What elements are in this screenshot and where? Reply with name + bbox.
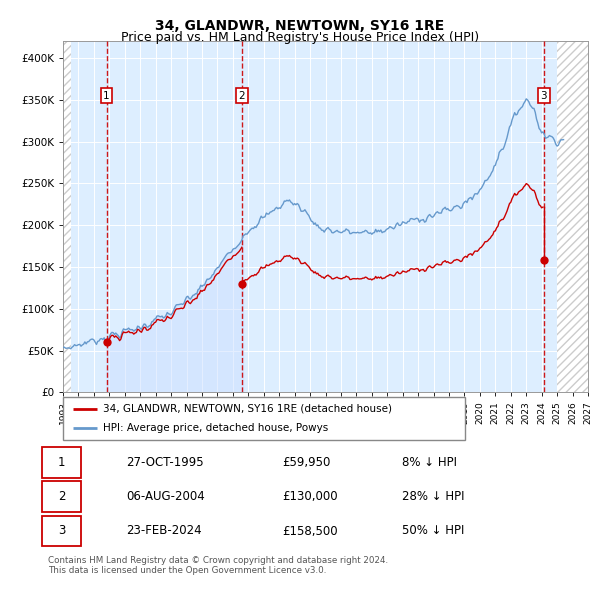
- Text: 06-AUG-2004: 06-AUG-2004: [126, 490, 205, 503]
- Text: £130,000: £130,000: [282, 490, 338, 503]
- Text: 34, GLANDWR, NEWTOWN, SY16 1RE (detached house): 34, GLANDWR, NEWTOWN, SY16 1RE (detached…: [103, 404, 392, 414]
- Text: 1: 1: [58, 456, 65, 469]
- Text: £59,950: £59,950: [282, 456, 331, 469]
- Text: 23-FEB-2024: 23-FEB-2024: [126, 525, 202, 537]
- FancyBboxPatch shape: [63, 397, 465, 440]
- Text: 8% ↓ HPI: 8% ↓ HPI: [402, 456, 457, 469]
- Text: 34, GLANDWR, NEWTOWN, SY16 1RE: 34, GLANDWR, NEWTOWN, SY16 1RE: [155, 19, 445, 33]
- Text: £158,500: £158,500: [282, 525, 338, 537]
- Text: HPI: Average price, detached house, Powys: HPI: Average price, detached house, Powy…: [103, 423, 328, 433]
- Text: 50% ↓ HPI: 50% ↓ HPI: [402, 525, 464, 537]
- Text: Price paid vs. HM Land Registry's House Price Index (HPI): Price paid vs. HM Land Registry's House …: [121, 31, 479, 44]
- Text: Contains HM Land Registry data © Crown copyright and database right 2024.
This d: Contains HM Land Registry data © Crown c…: [48, 556, 388, 575]
- Text: 2: 2: [239, 91, 245, 101]
- Text: 2: 2: [58, 490, 65, 503]
- Text: 3: 3: [58, 525, 65, 537]
- Text: 1: 1: [103, 91, 110, 101]
- Text: 28% ↓ HPI: 28% ↓ HPI: [402, 490, 464, 503]
- Text: 3: 3: [541, 91, 547, 101]
- Text: 27-OCT-1995: 27-OCT-1995: [126, 456, 203, 469]
